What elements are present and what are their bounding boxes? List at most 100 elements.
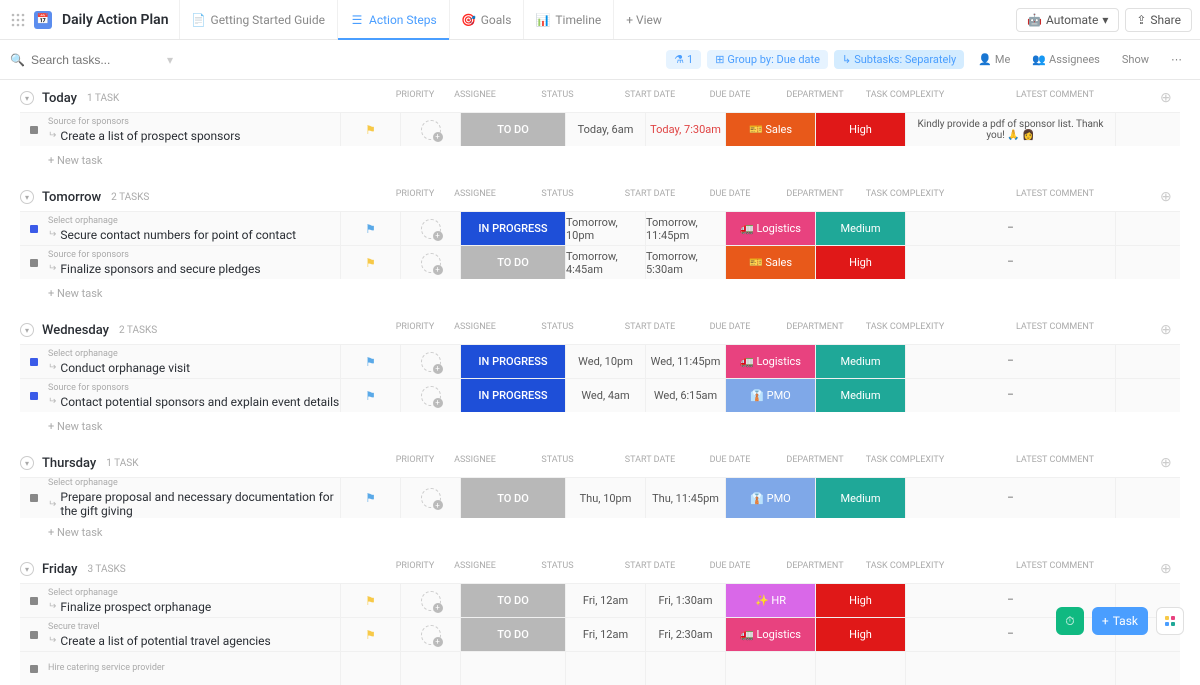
task-status-sq[interactable]: [30, 126, 38, 134]
task-status-sq[interactable]: [30, 494, 38, 502]
task-name[interactable]: ↵ Create a list of prospect sponsors: [48, 129, 240, 143]
task-row[interactable]: Source for sponsors ↵ Contact potential …: [20, 378, 1180, 412]
cell-priority[interactable]: [340, 652, 400, 685]
cell-status[interactable]: TO DO: [460, 478, 565, 518]
cell-department[interactable]: 🎫 Sales: [725, 246, 815, 279]
cell-due-date[interactable]: Today, 7:30am: [645, 113, 725, 146]
cell-assignee[interactable]: [400, 618, 460, 651]
cell-priority[interactable]: ⚑: [340, 584, 400, 617]
cell-priority[interactable]: ⚑: [340, 113, 400, 146]
task-status-sq[interactable]: [30, 665, 38, 673]
new-task-button[interactable]: + New task: [20, 146, 1180, 179]
cell-department[interactable]: 🎫 Sales: [725, 113, 815, 146]
assignee-placeholder-icon[interactable]: [421, 219, 441, 239]
cell-due-date[interactable]: Tomorrow, 5:30am: [645, 246, 725, 279]
priority-flag-icon[interactable]: ⚑: [365, 222, 376, 236]
chevron-down-icon[interactable]: ▾: [167, 53, 173, 67]
cell-complexity[interactable]: High: [815, 113, 905, 146]
cell-start-date[interactable]: Tomorrow, 10pm: [565, 212, 645, 245]
cell-comment[interactable]: –: [905, 345, 1115, 378]
assignee-placeholder-icon[interactable]: [421, 488, 441, 508]
cell-start-date[interactable]: Tomorrow, 4:45am: [565, 246, 645, 279]
priority-flag-icon[interactable]: ⚑: [365, 594, 376, 608]
cell-priority[interactable]: ⚑: [340, 618, 400, 651]
cell-assignee[interactable]: [400, 652, 460, 685]
task-row[interactable]: Select orphanage ↵ Secure contact number…: [20, 211, 1180, 245]
task-row[interactable]: Hire catering service provider: [20, 651, 1180, 685]
cell-complexity[interactable]: High: [815, 618, 905, 651]
task-name[interactable]: ↵ Finalize prospect orphanage: [48, 600, 211, 614]
cell-department[interactable]: 👔 PMO: [725, 379, 815, 412]
cell-priority[interactable]: ⚑: [340, 379, 400, 412]
cell-priority[interactable]: ⚑: [340, 212, 400, 245]
task-status-sq[interactable]: [30, 225, 38, 233]
assignee-placeholder-icon[interactable]: [421, 625, 441, 645]
assignees-pill[interactable]: 👥Assignees: [1024, 50, 1108, 69]
show-pill[interactable]: Show: [1114, 50, 1157, 69]
task-name[interactable]: ↵ Conduct orphanage visit: [48, 361, 190, 375]
filter-pill[interactable]: ⚗1: [666, 50, 701, 69]
apps-fab[interactable]: [1156, 607, 1184, 635]
timer-fab[interactable]: ⏱: [1056, 607, 1084, 635]
priority-flag-icon[interactable]: ⚑: [365, 628, 376, 642]
task-fab[interactable]: +Task: [1092, 607, 1148, 635]
cell-start-date[interactable]: Fri, 12am: [565, 584, 645, 617]
cell-due-date[interactable]: Fri, 2:30am: [645, 618, 725, 651]
collapse-icon[interactable]: ▾: [20, 91, 34, 105]
new-task-button[interactable]: + New task: [20, 412, 1180, 445]
tab-action-steps[interactable]: ☰Action Steps: [337, 0, 449, 39]
search-input[interactable]: [31, 53, 151, 67]
cell-due-date[interactable]: Wed, 11:45pm: [645, 345, 725, 378]
cell-complexity[interactable]: High: [815, 246, 905, 279]
cell-start-date[interactable]: [565, 652, 645, 685]
cell-status[interactable]: TO DO: [460, 584, 565, 617]
task-row[interactable]: Select orphanage ↵ Finalize prospect orp…: [20, 583, 1180, 617]
cell-status[interactable]: TO DO: [460, 618, 565, 651]
cell-department[interactable]: 🚛 Logistics: [725, 618, 815, 651]
add-column-button[interactable]: ⊕: [1160, 90, 1180, 106]
cell-start-date[interactable]: Today, 6am: [565, 113, 645, 146]
priority-flag-icon[interactable]: ⚑: [365, 355, 376, 369]
cell-status[interactable]: TO DO: [460, 113, 565, 146]
cell-start-date[interactable]: Wed, 4am: [565, 379, 645, 412]
cell-status[interactable]: IN PROGRESS: [460, 345, 565, 378]
cell-assignee[interactable]: [400, 584, 460, 617]
tab-getting-started[interactable]: 📄Getting Started Guide: [179, 0, 337, 39]
task-name[interactable]: ↵ Finalize sponsors and secure pledges: [48, 262, 261, 276]
tab-goals[interactable]: 🎯Goals: [449, 0, 524, 39]
new-task-button[interactable]: + New task: [20, 279, 1180, 312]
task-status-sq[interactable]: [30, 631, 38, 639]
cell-comment[interactable]: [905, 652, 1115, 685]
cell-start-date[interactable]: Fri, 12am: [565, 618, 645, 651]
cell-assignee[interactable]: [400, 379, 460, 412]
share-button[interactable]: ⇪Share: [1125, 8, 1192, 32]
task-row[interactable]: Secure travel ↵ Create a list of potenti…: [20, 617, 1180, 651]
priority-flag-icon[interactable]: ⚑: [365, 123, 376, 137]
me-pill[interactable]: 👤Me: [970, 50, 1018, 69]
apps-icon[interactable]: [8, 10, 28, 30]
subtasks-pill[interactable]: ↳Subtasks: Separately: [834, 50, 964, 69]
add-view-button[interactable]: + View: [613, 0, 674, 39]
cell-start-date[interactable]: Thu, 10pm: [565, 478, 645, 518]
cell-due-date[interactable]: Wed, 6:15am: [645, 379, 725, 412]
cell-complexity[interactable]: Medium: [815, 379, 905, 412]
cell-due-date[interactable]: Thu, 11:45pm: [645, 478, 725, 518]
task-name[interactable]: ↵ Prepare proposal and necessary documen…: [48, 490, 340, 518]
cell-department[interactable]: 🚛 Logistics: [725, 212, 815, 245]
assignee-placeholder-icon[interactable]: [421, 253, 441, 273]
task-row[interactable]: Select orphanage ↵ Prepare proposal and …: [20, 477, 1180, 518]
cell-department[interactable]: 👔 PMO: [725, 478, 815, 518]
cell-complexity[interactable]: High: [815, 584, 905, 617]
cell-assignee[interactable]: [400, 478, 460, 518]
add-column-button[interactable]: ⊕: [1160, 455, 1180, 471]
cell-start-date[interactable]: Wed, 10pm: [565, 345, 645, 378]
automate-button[interactable]: 🤖Automate▾: [1016, 8, 1119, 32]
cell-complexity[interactable]: Medium: [815, 478, 905, 518]
cell-assignee[interactable]: [400, 212, 460, 245]
cell-complexity[interactable]: [815, 652, 905, 685]
collapse-icon[interactable]: ▾: [20, 190, 34, 204]
task-name[interactable]: ↵ Create a list of potential travel agen…: [48, 634, 271, 648]
add-column-button[interactable]: ⊕: [1160, 189, 1180, 205]
search-box[interactable]: 🔍 ▾: [10, 53, 173, 67]
cell-assignee[interactable]: [400, 246, 460, 279]
